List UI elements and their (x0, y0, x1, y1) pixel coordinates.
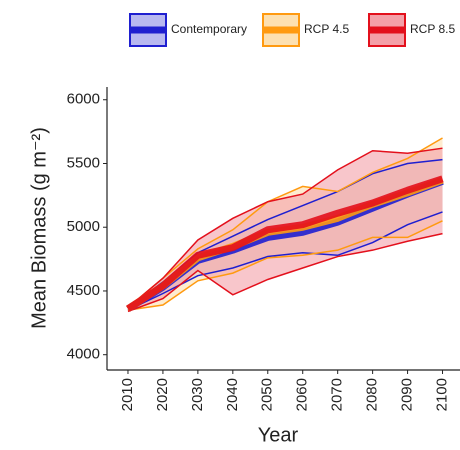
x-tick-label: 2100 (433, 378, 450, 411)
y-tick-label: 6000 (67, 91, 100, 108)
x-tick-label: 2020 (154, 378, 171, 411)
x-tick-label: 2030 (189, 378, 206, 411)
x-axis-label: Year (258, 424, 299, 446)
mean-line (126, 175, 444, 312)
x-tick-label: 2060 (294, 378, 311, 411)
y-tick-label: 5500 (67, 154, 100, 171)
y-tick-label: 4500 (67, 282, 100, 299)
band-edge (127, 137, 443, 309)
legend-label: Contemporary (171, 22, 247, 36)
x-tick-label: 2080 (364, 378, 381, 411)
y-tick-label: 4000 (67, 346, 100, 363)
band-edge (127, 220, 443, 311)
y-tick-label: 5000 (67, 218, 100, 235)
legend-label: RCP 4.5 (304, 22, 349, 36)
band-edge (127, 232, 443, 313)
legend-label: RCP 8.5 (410, 22, 455, 36)
x-tick-label: 2070 (329, 378, 346, 411)
x-tick-label: 2040 (224, 378, 241, 411)
band-edge (127, 147, 443, 309)
x-tick-label: 2090 (399, 378, 416, 411)
x-tick-label: 2050 (259, 378, 276, 411)
x-tick-label: 2010 (119, 378, 136, 411)
y-axis-label: Mean Biomass (g m⁻²) (28, 127, 50, 329)
